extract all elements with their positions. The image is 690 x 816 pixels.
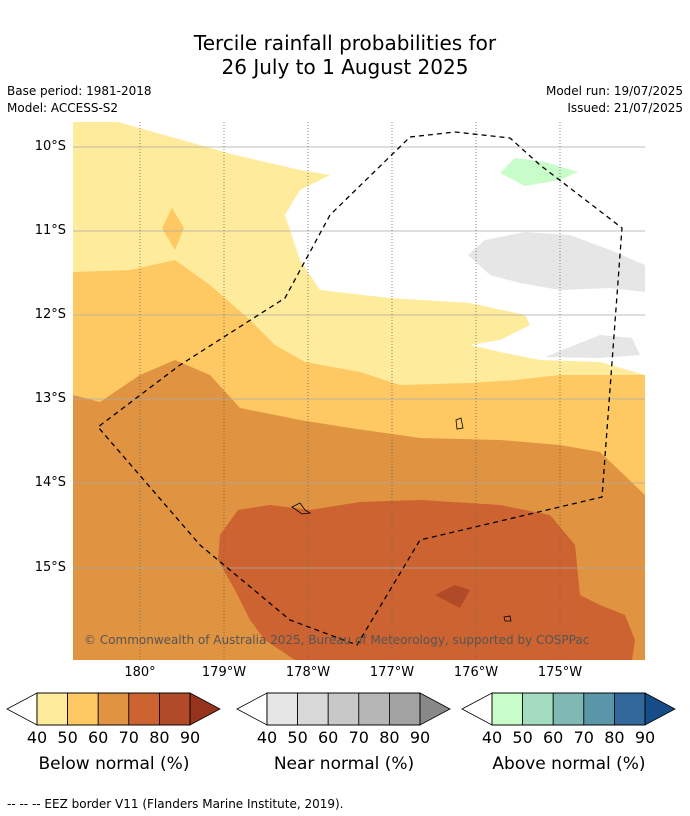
colorbar-tick-label: 50 [287,728,308,747]
colorbar-segment [358,692,390,726]
colorbar-segment [613,692,646,726]
colorbar-below [6,692,221,726]
lon-label-178w: 178°W [285,665,331,680]
colorbar-segment [552,692,585,726]
base-period: Base period: 1981-2018 [7,84,152,98]
lon-label-177w: 177°W [369,665,415,680]
map-title-line1: Tercile rainfall probabilities for [193,31,497,55]
lat-label-14s: 14°S [34,475,66,490]
colorbar-tick-label: 40 [481,728,503,747]
colorbar-tick-label: 70 [573,728,594,747]
lon-label-180: 180° [124,665,156,680]
lat-label-15s: 15°S [34,560,66,575]
colorbar-tick-label: 80 [379,728,400,747]
island-outline-2 [291,502,312,515]
near-40-50-region [468,232,645,292]
colorbar-segment [297,692,329,726]
colorbar-tick-label: 70 [348,728,369,747]
probability-field [73,122,645,660]
colorbar-tick-label: 60 [318,728,339,747]
colorbar-segment [36,692,69,726]
below-50-60-spot [162,208,184,250]
colorbar-segment [583,692,615,726]
colorbar-tick-label: 90 [179,728,201,747]
colorbar-segment [491,692,524,726]
colorbar-tick-label: 90 [634,728,656,747]
gridlines [73,122,645,660]
colorbar-tick-label: 80 [149,728,170,747]
colorbar-segment [97,692,130,726]
map-title-line2: 26 July to 1 August 2025 [221,55,469,79]
colorbar-segment [522,692,554,726]
colorbar-segment [327,692,360,726]
colorbar-tick-label: 80 [604,728,625,747]
lon-label-179w: 179°W [201,665,247,680]
colorbar-below-label: Below normal (%) [38,754,190,774]
eez-border [97,131,623,646]
near-40-50-region-2 [545,335,640,358]
copyright-notice: © Commonwealth of Australia 2025, Bureau… [84,633,590,647]
eez-legend-note: -- -- -- EEZ border V11 (Flanders Marine… [7,797,344,811]
colorbar-tick-label: 60 [88,728,109,747]
colorbar-above [461,692,676,726]
colorbar-tick-label: 40 [256,728,278,747]
model-name: Model: ACCESS-S2 [7,101,119,115]
model-run: Model run: 19/07/2025 [545,84,683,98]
island-outline-3 [503,615,512,622]
lat-label-11s: 11°S [34,223,66,238]
colorbar-tick-label: 70 [118,728,139,747]
colorbar-segment [388,692,421,726]
colorbar-tick-label: 90 [409,728,431,747]
colorbar-near-label: Near normal (%) [273,754,415,774]
issued-date: Issued: 21/07/2025 [567,101,683,115]
lon-label-175w: 175°W [537,665,583,680]
colorbar-segment [266,692,299,726]
below-70-80-region [218,500,635,660]
colorbar-tick-label: 50 [512,728,533,747]
lat-label-13s: 13°S [34,391,66,406]
lat-label-12s: 12°S [34,307,66,322]
colorbar-tick-label: 40 [26,728,48,747]
colorbar-above-label: Above normal (%) [492,754,646,774]
below-80-90-spot [435,585,470,608]
colorbar-segment [158,692,191,726]
island-outline [455,417,464,430]
lat-label-10s: 10°S [34,139,66,154]
colorbar-near [236,692,451,726]
colorbar-segment [128,692,160,726]
colorbar-tick-label: 50 [57,728,78,747]
lon-label-176w: 176°W [453,665,499,680]
colorbar-tick-label: 60 [543,728,564,747]
colorbar-segment [67,692,99,726]
